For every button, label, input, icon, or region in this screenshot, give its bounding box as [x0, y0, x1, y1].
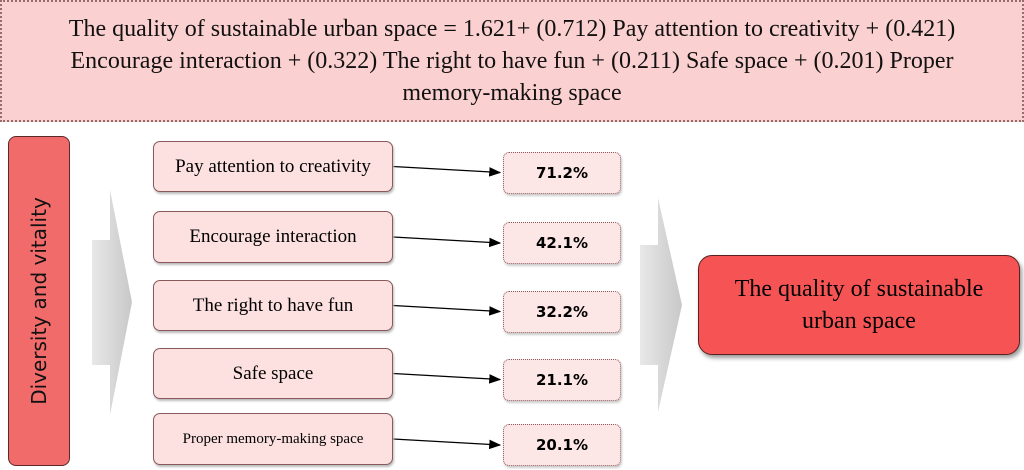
arrow [392, 372, 502, 384]
arrow [392, 236, 502, 248]
factor-value: 20.1% [503, 424, 621, 466]
factor-box: Encourage interaction [153, 211, 393, 263]
factor-box: Safe space [153, 348, 393, 399]
equation: The quality of sustainable urban space =… [0, 0, 1024, 122]
factor-box: Proper memory-making space [153, 413, 393, 465]
arrow [392, 304, 502, 316]
chevron [640, 198, 682, 412]
factor-box: The right to have fun [153, 280, 393, 331]
factor-value: 71.2% [503, 151, 621, 194]
chevron [92, 190, 132, 415]
factor-value: 21.1% [503, 358, 621, 401]
factor-value: 32.2% [503, 290, 621, 333]
arrow [392, 165, 502, 177]
arrow [392, 438, 502, 450]
result-box: The quality of sustainable urban space [698, 255, 1020, 355]
side-label: Diversity and vitality [27, 197, 52, 405]
factor-value: 42.1% [503, 222, 621, 264]
factor-box: Pay attention to creativity [153, 141, 393, 192]
side-label-box: Diversity and vitality [8, 136, 70, 466]
